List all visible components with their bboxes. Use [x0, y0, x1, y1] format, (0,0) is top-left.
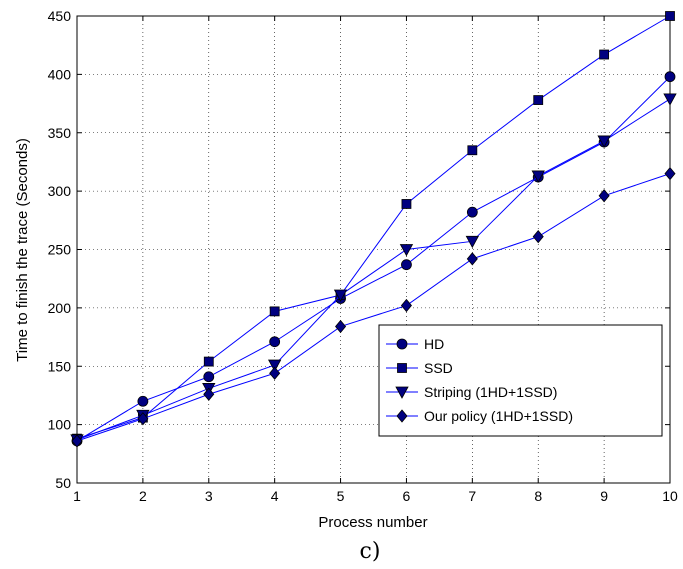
legend-marker-shape [395, 386, 409, 399]
legend-marker-our-policy [396, 409, 408, 423]
legend-marker-shape [397, 363, 407, 373]
x-axis-label: Process number [318, 514, 427, 531]
legend-marker-ssd [397, 363, 407, 373]
data-point [465, 235, 480, 249]
legend-entry-ssd: SSD [386, 360, 453, 376]
data-point [663, 93, 677, 106]
data-point [531, 170, 545, 183]
data-point [401, 259, 412, 271]
data-point [267, 359, 282, 372]
y-tick-label: 350 [48, 125, 72, 141]
x-tick-label: 9 [600, 488, 608, 504]
data-point [598, 189, 610, 203]
legend-entry-hd: HD [386, 336, 444, 352]
data-point [399, 244, 414, 257]
data-point [533, 95, 544, 105]
legend-label-hd: HD [424, 336, 444, 352]
y-tick-label: 250 [48, 242, 72, 258]
data-point [203, 371, 215, 383]
legend-label-striping: Striping (1HD+1SSD) [424, 384, 557, 400]
y-axis: 50 100 150 200 250 300 350 400 450 [48, 8, 670, 491]
legend-entry-our-policy: Our policy (1HD+1SSD) [386, 408, 573, 424]
x-tick-label: 6 [403, 488, 411, 504]
x-tick-label: 2 [139, 488, 147, 504]
data-point [203, 387, 215, 401]
legend-marker-shape [396, 409, 408, 423]
series-layer [70, 11, 677, 448]
data-point [400, 298, 412, 313]
series-line [76, 173, 671, 442]
legend-marker-shape [396, 338, 408, 350]
data-point [664, 166, 676, 181]
legend-label-our-policy: Our policy (1HD+1SSD) [424, 408, 573, 424]
y-tick-label: 450 [48, 8, 72, 24]
data-point [137, 395, 149, 407]
data-point [467, 145, 478, 156]
data-point [335, 319, 347, 334]
y-tick-label: 50 [55, 475, 71, 491]
x-tick-label: 1 [73, 488, 81, 504]
series-2 [70, 93, 677, 447]
y-tick-label: 100 [48, 417, 72, 433]
data-point [269, 366, 281, 380]
x-tick-label: 7 [468, 488, 476, 504]
series-line [76, 98, 671, 441]
y-tick-label: 300 [48, 183, 72, 199]
series-3 [71, 166, 676, 448]
data-point [71, 434, 83, 448]
x-axis: 1 2 3 4 5 6 7 8 9 10 [73, 16, 678, 504]
data-point [466, 206, 478, 218]
x-tick-label: 4 [271, 488, 279, 504]
legend-entry-striping: Striping (1HD+1SSD) [386, 384, 557, 400]
legend: HD SSD Striping (1HD+1SSD) Our policy (1… [378, 324, 663, 437]
y-tick-label: 400 [48, 66, 72, 82]
y-tick-label: 200 [48, 300, 72, 316]
x-tick-label: 3 [205, 488, 213, 504]
series-line [76, 15, 671, 440]
y-axis-label: Time to finish the trace (Seconds) [14, 138, 31, 362]
figure-caption: c) [360, 539, 381, 564]
y-tick-label: 150 [48, 358, 72, 374]
data-point [597, 135, 611, 148]
legend-label-ssd: SSD [424, 360, 453, 376]
data-point [599, 49, 610, 60]
data-point [269, 336, 281, 348]
data-point [664, 71, 676, 83]
data-point [532, 230, 544, 244]
data-point [203, 356, 214, 367]
data-point [665, 11, 675, 21]
data-point [466, 252, 478, 266]
legend-marker-hd [396, 338, 408, 350]
data-point [333, 289, 348, 302]
data-point [401, 199, 412, 209]
data-point [137, 412, 149, 426]
x-tick-label: 5 [337, 488, 345, 504]
data-point [269, 306, 280, 317]
legend-box [378, 324, 663, 437]
legend-marker-striping [395, 386, 409, 399]
x-tick-label: 8 [534, 488, 542, 504]
x-tick-label: 10 [662, 488, 678, 504]
